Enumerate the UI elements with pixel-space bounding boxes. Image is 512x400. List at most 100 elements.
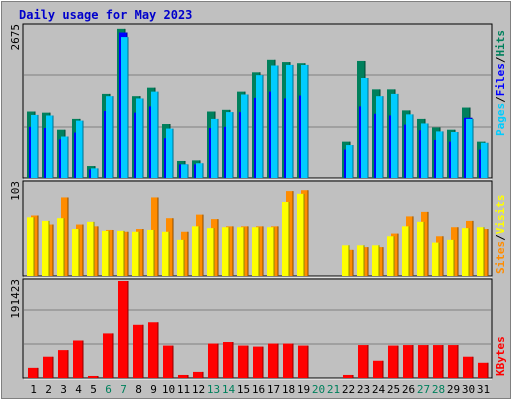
kbytes-bar-27 xyxy=(418,345,428,378)
x-label-3: 3 xyxy=(60,383,67,396)
top-legend-text: Pages/Files/Hits xyxy=(494,30,507,136)
pages-bar-5 xyxy=(91,168,98,178)
x-label-25: 25 xyxy=(387,383,400,396)
x-label-2: 2 xyxy=(45,383,52,396)
pages-bar-18 xyxy=(286,64,293,178)
x-label-10: 10 xyxy=(162,383,175,396)
x-label-14: 14 xyxy=(222,383,236,396)
hits-files-pages-bars xyxy=(27,28,489,179)
pages-bar-1 xyxy=(31,114,38,178)
kbytes-bar-10 xyxy=(163,345,173,378)
kbytes-bar-19 xyxy=(298,345,308,378)
visits-bar-14 xyxy=(222,227,229,276)
visits-bar-27 xyxy=(417,221,424,276)
top-legend-separator: / xyxy=(494,56,507,63)
visits-bar-23 xyxy=(357,245,364,276)
x-label-24: 24 xyxy=(372,383,386,396)
legend-pages: Pages xyxy=(494,103,507,136)
pages-bar-2 xyxy=(46,115,53,178)
kbytes-bar-7 xyxy=(118,281,128,378)
x-label-12: 12 xyxy=(192,383,205,396)
x-label-13: 13 xyxy=(207,383,220,396)
chart-title: Daily usage for May 2023 xyxy=(19,8,192,22)
visits-bar-4 xyxy=(72,229,79,276)
pages-bar-11 xyxy=(181,164,188,178)
pages-bar-14 xyxy=(226,112,233,178)
x-label-7: 7 xyxy=(120,383,127,396)
kbytes-bar-26 xyxy=(403,345,413,378)
x-label-26: 26 xyxy=(402,383,415,396)
visits-bar-7 xyxy=(117,230,124,276)
pages-bar-7 xyxy=(121,37,128,178)
visits-bar-1 xyxy=(27,217,34,276)
x-label-17: 17 xyxy=(267,383,280,396)
kbytes-bar-31 xyxy=(478,362,488,378)
pages-bar-13 xyxy=(211,118,218,178)
y-max-label-sites: 103 xyxy=(9,181,22,201)
kbytes-bar-6 xyxy=(103,333,113,378)
mid-legend-text: Sites/Visits xyxy=(494,195,507,275)
x-label-11: 11 xyxy=(177,383,190,396)
pages-bar-31 xyxy=(481,142,488,178)
kbytes-bar-12 xyxy=(193,371,203,378)
legend-kbytes: KBytes xyxy=(494,336,507,376)
x-label-31: 31 xyxy=(477,383,490,396)
pages-bar-23 xyxy=(361,77,368,178)
visits-bar-25 xyxy=(387,236,394,276)
x-label-5: 5 xyxy=(90,383,97,396)
legend-sites-visits: Sites/Visits xyxy=(494,195,507,275)
visits-bar-29 xyxy=(447,239,454,276)
kbytes-bar-24 xyxy=(373,360,383,378)
legend-sites: Sites xyxy=(494,241,507,274)
kbytes-bar-1 xyxy=(28,367,38,378)
visits-bar-24 xyxy=(372,245,379,276)
kbytes-bar-3 xyxy=(58,350,68,378)
x-label-9: 9 xyxy=(150,383,157,396)
x-label-28: 28 xyxy=(432,383,445,396)
visits-bar-8 xyxy=(132,231,139,276)
x-label-30: 30 xyxy=(462,383,475,396)
x-label-21: 21 xyxy=(327,383,340,396)
x-label-1: 1 xyxy=(30,383,37,396)
visits-bar-10 xyxy=(162,231,169,276)
x-label-6: 6 xyxy=(105,383,112,396)
pages-bar-19 xyxy=(301,64,308,178)
x-label-16: 16 xyxy=(252,383,265,396)
x-label-23: 23 xyxy=(357,383,370,396)
kbytes-bar-15 xyxy=(238,345,248,378)
kbytes-bar-28 xyxy=(433,345,443,378)
kbytes-bar-5 xyxy=(88,375,98,378)
kbytes-bar-8 xyxy=(133,324,143,378)
visits-bar-6 xyxy=(102,230,109,276)
visits-sites-bars xyxy=(27,190,489,276)
x-label-8: 8 xyxy=(135,383,142,396)
kbytes-bar-16 xyxy=(253,346,263,378)
mid-legend-separator: / xyxy=(494,234,507,241)
kbytes-bar-4 xyxy=(73,340,83,378)
pages-bar-6 xyxy=(106,96,113,178)
visits-bar-5 xyxy=(87,221,94,276)
kbytes-bar-9 xyxy=(148,322,158,378)
visits-bar-9 xyxy=(147,229,154,276)
x-axis-labels: 1 2 3 4 5 6 7 8 9 10 11 12 13 14 15 16 17 18 19 20 21 22 23 24 2… xyxy=(30,383,490,396)
x-label-22: 22 xyxy=(342,383,355,396)
kbytes-bar-25 xyxy=(388,345,398,378)
pages-bar-17 xyxy=(271,65,278,178)
x-label-19: 19 xyxy=(297,383,310,396)
visits-bar-2 xyxy=(42,220,49,276)
visits-bar-19 xyxy=(297,193,304,276)
visits-bar-11 xyxy=(177,239,184,276)
pages-bar-22 xyxy=(346,145,353,178)
top-legend-separator: / xyxy=(494,96,507,103)
visits-bar-30 xyxy=(462,228,469,276)
legend-pages-files-hits: Pages/Files/Hits xyxy=(494,30,507,136)
kbytes-bars xyxy=(28,281,489,378)
pages-bar-16 xyxy=(256,75,263,178)
kbytes-bar-11 xyxy=(178,374,188,378)
legend-visits: Visits xyxy=(494,195,507,235)
pages-bar-3 xyxy=(61,136,68,178)
visits-bar-12 xyxy=(192,226,199,276)
kbytes-bar-23 xyxy=(358,345,368,378)
